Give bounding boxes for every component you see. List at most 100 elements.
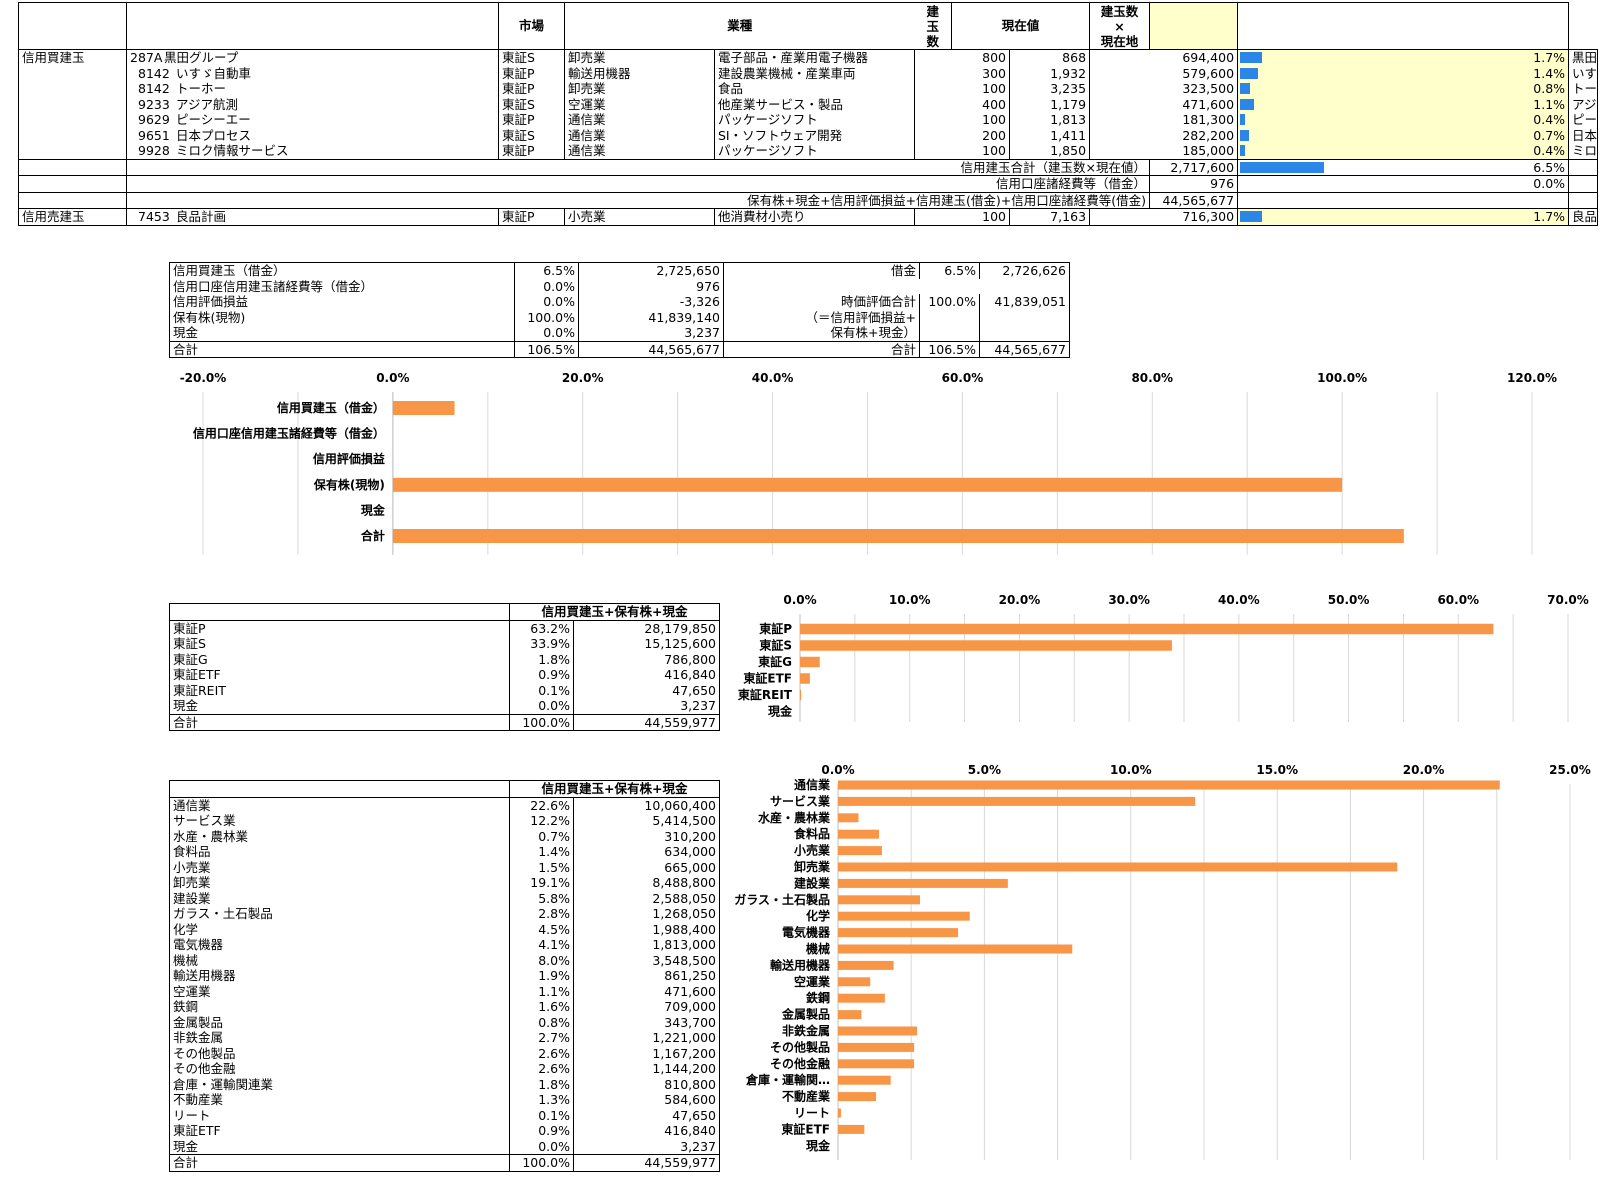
quantity: 100 — [914, 112, 1011, 128]
category-label: サービス業 — [770, 793, 831, 808]
list-header: 信用買建玉+保有株+現金 — [509, 780, 720, 798]
category-label: 金属製品 — [781, 1007, 830, 1022]
sell-value: 716,300 — [1089, 208, 1239, 226]
position-value: 471,600 — [1089, 96, 1239, 112]
category-label: 卸売業 — [794, 859, 831, 874]
x-tick-label: 60.0% — [1437, 593, 1479, 607]
bar — [838, 1026, 918, 1036]
list-pct: 8.0% — [509, 952, 574, 968]
category-label: 不動産業 — [782, 1089, 831, 1104]
industry-minor: 建設農業機械・産業車両 — [714, 65, 916, 81]
stock-name: 8142 いすゞ自動車 — [126, 65, 499, 81]
list-pct: 1.8% — [509, 651, 574, 667]
bar — [838, 1108, 841, 1118]
position-row: 信用買建玉 287A 黒田グループ 東証S 卸売業 電子部品・産業用電子機器 800 868 6… — [18, 49, 1598, 66]
pct-databar — [1240, 114, 1246, 125]
quantity: 100 — [914, 143, 1011, 159]
position-row: 9928 ミロク情報サービス 東証P 通信業 パッケージソフト 100 1,850 185,0… — [18, 143, 1598, 159]
stock-name: 9233 アジア航測 — [126, 96, 499, 112]
x-tick-label: -20.0% — [180, 371, 227, 385]
x-tick-label: 5.0% — [968, 763, 1001, 777]
industry-minor: 食品 — [714, 81, 916, 97]
list-value: 1,813,000 — [573, 937, 720, 953]
x-tick-label: 120.0% — [1507, 371, 1557, 385]
market: 東証P — [498, 65, 565, 81]
market-value-pct: 100.0% — [919, 294, 980, 341]
list-label: 東証P — [169, 620, 510, 636]
list-pct: 0.1% — [509, 1107, 574, 1123]
list-value: 1,268,050 — [573, 906, 720, 922]
bar — [392, 477, 1343, 492]
summary-pct: 0.0% — [514, 294, 579, 310]
summary-value: 3,237 — [578, 325, 724, 341]
category-label: その他製品 — [770, 1039, 830, 1054]
category-label: 小売業 — [794, 843, 831, 858]
list-value: 810,800 — [573, 1076, 720, 1092]
summary-label: 合計 — [169, 340, 515, 358]
list-total-row: 合計 100.0% 44,559,977 — [169, 713, 720, 731]
list-value: 861,250 — [573, 968, 720, 984]
list-row: 電気機器 4.1% 1,813,000 — [169, 937, 720, 953]
header-price: 現在値 — [951, 2, 1091, 50]
list-pct: 1.3% — [509, 1092, 574, 1108]
list-label: 東証ETF — [169, 667, 510, 683]
list-value: 28,179,850 — [573, 620, 720, 636]
right-total-label: 合計 — [723, 340, 920, 358]
list-pct: 0.8% — [509, 1014, 574, 1030]
list-value: 665,000 — [573, 859, 720, 875]
list-row: 非鉄金属 2.7% 1,221,000 — [169, 1030, 720, 1046]
list-pct: 1.9% — [509, 968, 574, 984]
section-label — [18, 96, 127, 112]
list-pct: 0.9% — [509, 1123, 574, 1139]
list-value: 47,650 — [573, 682, 720, 698]
list-pct: 1.8% — [509, 1076, 574, 1092]
market: 東証P — [498, 81, 565, 97]
category-label: 電気機器 — [782, 925, 831, 940]
list-pct: 19.1% — [509, 875, 574, 891]
total-value: 2,717,600 — [1149, 158, 1239, 176]
bar — [392, 529, 1404, 543]
summary-row: 合計 106.5% 44,565,677 合計 106.5% 44,565,677 — [169, 340, 1070, 358]
list-row: その他製品 2.6% 1,167,200 — [169, 1045, 720, 1061]
bar — [838, 993, 885, 1003]
x-tick-label: 40.0% — [752, 371, 794, 385]
summary-value: 44,565,677 — [578, 340, 724, 358]
list-pct: 1.6% — [509, 999, 574, 1015]
x-tick-label: 70.0% — [1547, 593, 1589, 607]
list-row: 建設業 5.8% 2,588,050 — [169, 890, 720, 906]
list-value: 471,600 — [573, 983, 720, 999]
bar — [838, 780, 1500, 790]
position-value: 185,000 — [1089, 143, 1239, 159]
list-value: 2,588,050 — [573, 890, 720, 906]
bar — [838, 1010, 862, 1020]
bar — [800, 689, 802, 701]
right-total-value: 44,565,677 — [979, 340, 1070, 358]
price: 1,813 — [1009, 112, 1091, 128]
industry-minor: 他産業サービス・製品 — [714, 96, 916, 112]
list-total-row: 合計 100.0% 44,559,977 — [169, 1154, 720, 1172]
list-row: 東証ETF 0.9% 416,840 — [169, 1123, 720, 1139]
list-label: 東証S — [169, 636, 510, 652]
list-value: 310,200 — [573, 828, 720, 844]
list-label: 東証G — [169, 651, 510, 667]
list-value: 47,650 — [573, 1107, 720, 1123]
list-label: その他製品 — [169, 1045, 510, 1061]
x-tick-label: 10.0% — [889, 593, 931, 607]
list-label: 輸送用機器 — [169, 968, 510, 984]
list-label: 金属製品 — [169, 1014, 510, 1030]
list-row: 倉庫・運輸関連業 1.8% 810,800 — [169, 1076, 720, 1092]
industry-major: 輸送用機器 — [564, 65, 715, 81]
bar — [838, 1059, 915, 1069]
category-label: 保有株(現物) — [313, 477, 385, 492]
list-value: 1,167,200 — [573, 1045, 720, 1061]
list-label: 卸売業 — [169, 875, 510, 891]
list-total-label: 合計 — [169, 713, 510, 731]
summary-row: 信用買建玉（借金） 6.5% 2,725,650 借金 6.5% 2,726,626 — [169, 262, 1070, 279]
x-tick-label: 20.0% — [1403, 763, 1445, 777]
fee-row: 信用口座諸経費等（借金） 976 0.0% — [18, 175, 1598, 192]
price: 1,411 — [1009, 127, 1091, 143]
list-total-pct: 100.0% — [509, 713, 574, 731]
list-value: 5,414,500 — [573, 813, 720, 829]
fee-label: 信用口座諸経費等（借金） — [126, 175, 1151, 192]
list-label: 水産・農林業 — [169, 828, 510, 844]
